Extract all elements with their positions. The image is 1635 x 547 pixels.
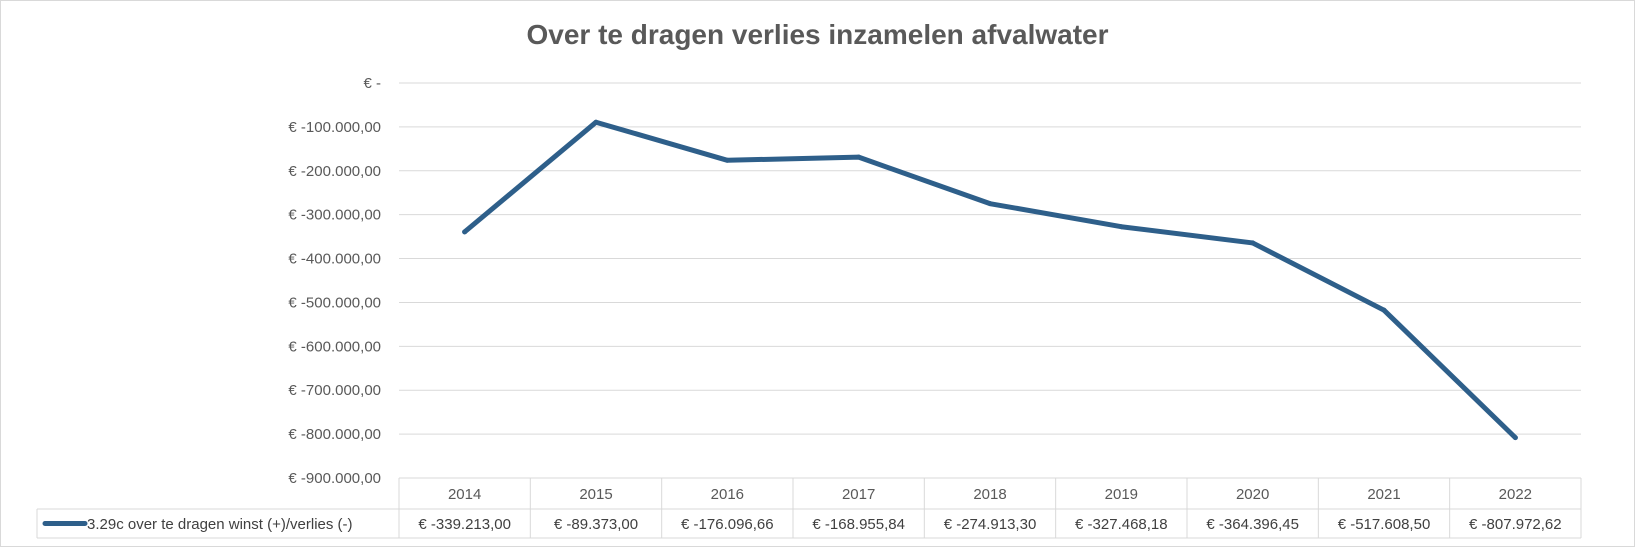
data-point <box>593 119 599 125</box>
y-tick-label: € -600.000,00 <box>288 338 381 355</box>
x-tick-label: 2017 <box>842 486 875 503</box>
y-tick-label: € -400.000,00 <box>288 251 381 268</box>
y-tick-label: € -500.000,00 <box>288 294 381 311</box>
y-tick-label: € -900.000,00 <box>288 470 381 487</box>
x-tick-label: 2022 <box>1499 486 1532 503</box>
data-table-cell: € -89.373,00 <box>554 516 638 533</box>
data-point <box>1250 240 1256 246</box>
x-tick-label: 2019 <box>1105 486 1138 503</box>
y-tick-label: € -100.000,00 <box>288 119 381 136</box>
data-table-cell: € -807.972,62 <box>1469 516 1562 533</box>
y-tick-label: € - <box>363 75 381 92</box>
data-point <box>724 157 730 163</box>
data-table-cell: € -327.468,18 <box>1075 516 1168 533</box>
data-point <box>1118 224 1124 230</box>
x-tick-label: 2021 <box>1367 486 1400 503</box>
data-point <box>1512 435 1518 441</box>
legend-label: 3.29c over te dragen winst (+)/verlies (… <box>87 516 353 533</box>
x-tick-label: 2014 <box>448 486 481 503</box>
x-tick-label: 2020 <box>1236 486 1269 503</box>
data-table-cell: € -274.913,30 <box>944 516 1037 533</box>
data-point <box>462 229 468 235</box>
y-tick-label: € -300.000,00 <box>288 207 381 224</box>
y-tick-label: € -800.000,00 <box>288 426 381 443</box>
x-tick-label: 2015 <box>579 486 612 503</box>
chart-title: Over te dragen verlies inzamelen afvalwa… <box>526 19 1109 50</box>
data-table-cell: € -364.396,45 <box>1206 516 1299 533</box>
data-table-cell: € -168.955,84 <box>812 516 905 533</box>
data-table-cell: € -517.608,50 <box>1338 516 1431 533</box>
data-point <box>1381 307 1387 313</box>
data-point <box>987 201 993 207</box>
y-tick-label: € -200.000,00 <box>288 163 381 180</box>
x-tick-label: 2018 <box>973 486 1006 503</box>
data-point <box>856 154 862 160</box>
data-table-cell: € -176.096,66 <box>681 516 774 533</box>
x-tick-label: 2016 <box>711 486 744 503</box>
data-table-cell: € -339.213,00 <box>418 516 511 533</box>
y-tick-label: € -700.000,00 <box>288 382 381 399</box>
